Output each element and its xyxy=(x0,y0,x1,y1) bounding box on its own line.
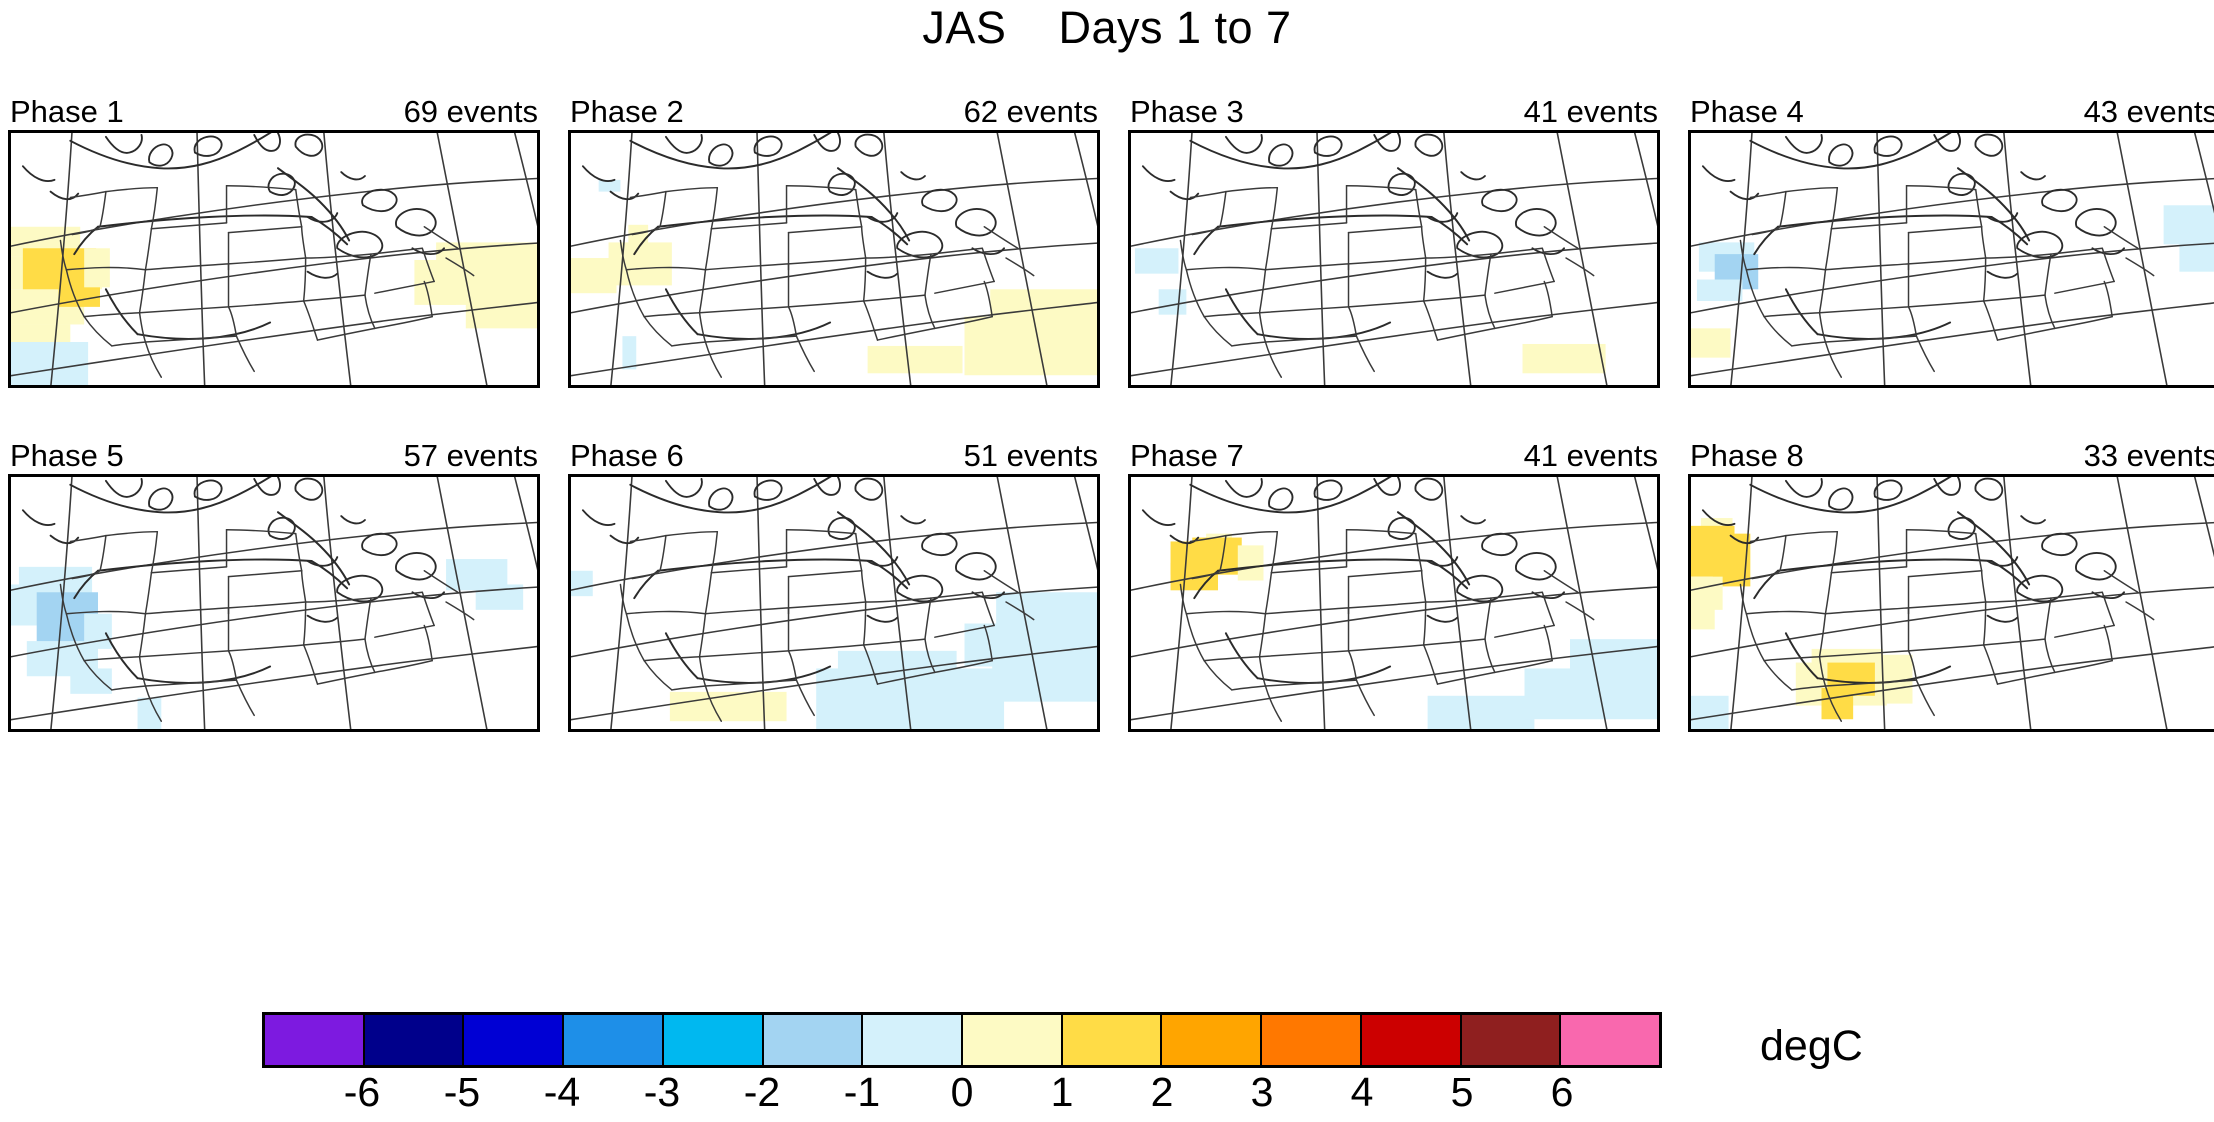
map-canvas xyxy=(11,477,537,729)
panel-header: Phase 1 69 events xyxy=(8,96,540,130)
colorbar-cell[interactable] xyxy=(564,1015,664,1065)
panel-phase-8[interactable]: Phase 8 33 events xyxy=(1688,440,2214,732)
panel-title: Phase 7 xyxy=(1130,438,1244,473)
panel-event-count: 62 events xyxy=(963,94,1098,129)
panel-header: Phase 7 41 events xyxy=(1128,440,1660,474)
colorbar-tick-label: 1 xyxy=(1050,1069,1074,1115)
map-canvas xyxy=(571,477,1097,729)
panel-phase-5[interactable]: Phase 5 57 events xyxy=(8,440,540,732)
colorbar-tick-label: -4 xyxy=(543,1069,581,1115)
panel-title: Phase 3 xyxy=(1130,94,1244,129)
map-canvas xyxy=(1131,477,1657,729)
shading-layer xyxy=(571,570,1097,729)
panel-phase-4[interactable]: Phase 4 43 events xyxy=(1688,96,2214,388)
panel-header: Phase 6 51 events xyxy=(568,440,1100,474)
panel-phase-7[interactable]: Phase 7 41 events xyxy=(1128,440,1660,732)
panel-title: Phase 6 xyxy=(570,438,684,473)
panel-header: Phase 5 57 events xyxy=(8,440,540,474)
map-frame[interactable] xyxy=(1128,130,1660,388)
panel-grid: Phase 1 69 events xyxy=(8,96,2214,784)
colorbar-cell[interactable] xyxy=(1062,1015,1163,1065)
colorbar-tick-label: 4 xyxy=(1350,1069,1374,1115)
colorbar-tick-label: 2 xyxy=(1150,1069,1174,1115)
panel-event-count: 41 events xyxy=(1523,94,1658,129)
panel-header: Phase 3 41 events xyxy=(1128,96,1660,130)
map-canvas xyxy=(1691,133,2214,385)
colorbar-tick-label: -3 xyxy=(643,1069,681,1115)
colorbar-cell[interactable] xyxy=(1561,1015,1660,1065)
map-frame[interactable] xyxy=(568,130,1100,388)
shading-layer xyxy=(1134,248,1606,374)
map-frame[interactable] xyxy=(1128,474,1660,732)
colorbar-tick-label: -6 xyxy=(343,1069,381,1115)
colorbar-cell[interactable] xyxy=(1361,1015,1462,1065)
map-canvas xyxy=(571,133,1097,385)
colorbar-tick-label: 3 xyxy=(1250,1069,1274,1115)
colorbar-cell[interactable] xyxy=(364,1015,465,1065)
panel-event-count: 51 events xyxy=(963,438,1098,473)
colorbar[interactable]: -6 -5 -4 -3 -2 -1 0 1 2 3 4 5 6 xyxy=(262,1012,1662,1122)
panel-row-top: Phase 1 69 events xyxy=(8,96,2214,388)
colorbar-cell[interactable] xyxy=(663,1015,764,1065)
map-frame[interactable] xyxy=(568,474,1100,732)
colorbar-cell[interactable] xyxy=(464,1015,565,1065)
colorbar-tick-label: 0 xyxy=(950,1069,974,1115)
panel-event-count: 33 events xyxy=(2083,438,2214,473)
panel-title: Phase 8 xyxy=(1690,438,1804,473)
map-frame[interactable] xyxy=(8,474,540,732)
map-canvas xyxy=(1691,477,2214,729)
panel-header: Phase 8 33 events xyxy=(1688,440,2214,474)
panel-header: Phase 2 62 events xyxy=(568,96,1100,130)
shading-layer xyxy=(1170,533,1657,729)
panel-event-count: 43 events xyxy=(2083,94,2214,129)
colorbar-cell[interactable] xyxy=(963,1015,1063,1065)
colorbar-cell[interactable] xyxy=(863,1015,964,1065)
panel-title: Phase 1 xyxy=(10,94,124,129)
shading-layer xyxy=(571,179,1097,376)
map-frame[interactable] xyxy=(1688,130,2214,388)
panel-title: Phase 2 xyxy=(570,94,684,129)
panel-phase-3[interactable]: Phase 3 41 events xyxy=(1128,96,1660,388)
panel-header: Phase 4 43 events xyxy=(1688,96,2214,130)
colorbar-cell[interactable] xyxy=(265,1015,365,1065)
colorbar-ticks: -6 -5 -4 -3 -2 -1 0 1 2 3 4 5 6 xyxy=(262,1072,1662,1122)
colorbar-tick-label: -1 xyxy=(843,1069,881,1115)
map-canvas xyxy=(1131,133,1657,385)
colorbar-cell[interactable] xyxy=(1262,1015,1362,1065)
colorbar-cell[interactable] xyxy=(763,1015,864,1065)
map-frame[interactable] xyxy=(1688,474,2214,732)
colorbar-unit-label: degC xyxy=(1760,1022,1863,1070)
colorbar-tick-label: -5 xyxy=(443,1069,481,1115)
panel-phase-2[interactable]: Phase 2 62 events xyxy=(568,96,1100,388)
panel-event-count: 57 events xyxy=(403,438,538,473)
shading-layer xyxy=(11,226,537,385)
figure-title: JAS Days 1 to 7 xyxy=(922,2,1292,53)
shading-layer xyxy=(1691,518,1913,729)
colorbar-tick-label: 6 xyxy=(1550,1069,1574,1115)
colorbar-cell[interactable] xyxy=(1162,1015,1263,1065)
panel-row-bottom: Phase 5 57 events xyxy=(8,440,2214,732)
panel-event-count: 41 events xyxy=(1523,438,1658,473)
panel-title: Phase 5 xyxy=(10,438,124,473)
map-canvas xyxy=(11,133,537,385)
colorbar-tick-label: 5 xyxy=(1450,1069,1474,1115)
panel-phase-6[interactable]: Phase 6 51 events xyxy=(568,440,1100,732)
colorbar-tick-label: -2 xyxy=(743,1069,781,1115)
panel-event-count: 69 events xyxy=(403,94,538,129)
panel-phase-1[interactable]: Phase 1 69 events xyxy=(8,96,540,388)
panel-title: Phase 4 xyxy=(1690,94,1804,129)
colorbar-cell[interactable] xyxy=(1461,1015,1562,1065)
colorbar-strip[interactable] xyxy=(262,1012,1662,1068)
map-frame[interactable] xyxy=(8,130,540,388)
